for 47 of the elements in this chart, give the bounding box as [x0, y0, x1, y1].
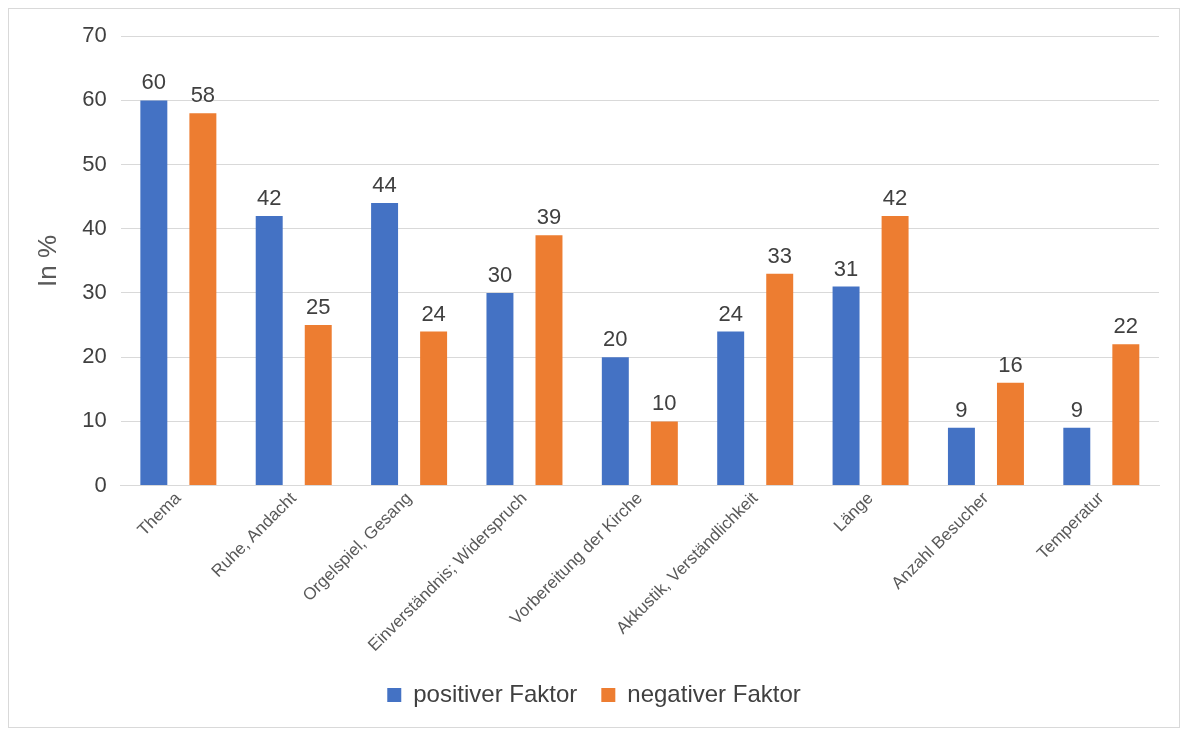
bar — [1112, 344, 1140, 486]
data-label: 20 — [603, 326, 628, 352]
bar — [304, 325, 332, 486]
data-label: 39 — [536, 204, 562, 230]
data-label: 9 — [955, 396, 968, 422]
data-label: 60 — [141, 69, 167, 95]
data-label: 25 — [306, 294, 331, 320]
bar — [996, 382, 1024, 486]
bar — [189, 113, 217, 486]
bar — [601, 357, 629, 486]
y-tick-label: 60 — [82, 86, 107, 112]
bar — [140, 100, 168, 486]
legend-label: negativer Faktor — [627, 679, 801, 707]
bar — [535, 235, 563, 486]
y-tick-label: 0 — [94, 471, 107, 497]
y-tick-label: 20 — [82, 343, 107, 369]
y-tick-label: 40 — [82, 214, 107, 240]
data-label: 16 — [998, 351, 1023, 377]
data-label: 22 — [1113, 313, 1139, 339]
y-tick-label: 50 — [82, 150, 107, 176]
bar — [650, 421, 678, 486]
bar — [486, 292, 514, 486]
data-label: 9 — [1070, 396, 1083, 422]
bar — [832, 286, 860, 486]
y-axis-title: In % — [31, 234, 62, 287]
data-label: 42 — [256, 185, 282, 211]
y-tick-label: 70 — [82, 22, 107, 48]
y-tick-label: 10 — [82, 407, 107, 433]
data-label: 58 — [190, 82, 216, 108]
bar — [881, 215, 909, 486]
bar — [717, 331, 745, 486]
bar — [371, 203, 399, 486]
bar — [1063, 427, 1091, 486]
data-label: 30 — [487, 262, 513, 288]
data-label: 31 — [833, 255, 859, 281]
data-label: 44 — [372, 172, 397, 198]
data-label: 42 — [882, 185, 908, 211]
data-label: 10 — [652, 390, 677, 416]
y-tick-label: 30 — [82, 279, 107, 305]
bar — [947, 427, 975, 486]
data-label: 33 — [767, 242, 792, 268]
bar — [766, 273, 794, 486]
bar — [420, 331, 448, 486]
data-label: 24 — [718, 300, 743, 326]
legend-label: positiver Faktor — [413, 679, 578, 707]
data-label: 24 — [421, 300, 446, 326]
bar — [255, 215, 283, 486]
